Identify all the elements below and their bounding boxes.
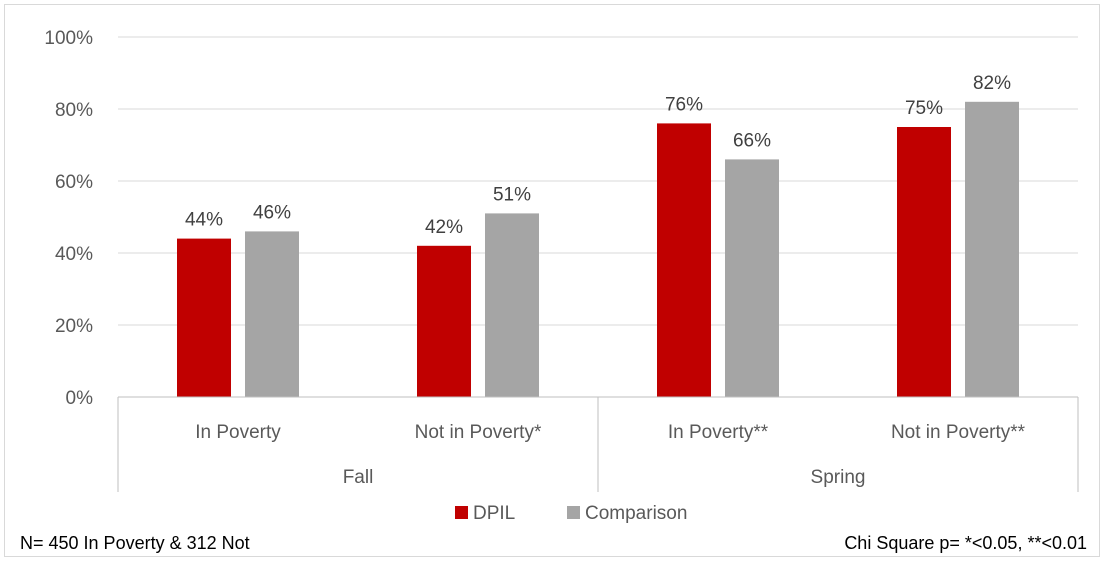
legend-label: DPIL — [473, 503, 515, 524]
data-label: 82% — [973, 73, 1011, 94]
bar-comparison-0 — [245, 231, 299, 397]
data-label: 44% — [185, 210, 223, 231]
y-tick-label: 40% — [55, 244, 93, 265]
category-label: Not in Poverty* — [415, 422, 542, 443]
bar-dpil-0 — [177, 238, 231, 397]
category-label: Not in Poverty** — [891, 422, 1026, 443]
data-label: 42% — [425, 217, 463, 238]
y-tick-label: 0% — [66, 388, 94, 409]
legend-swatch-comparison — [567, 506, 580, 519]
y-tick-label: 100% — [44, 28, 93, 49]
y-tick-label: 60% — [55, 172, 93, 193]
bar-dpil-1 — [417, 245, 471, 397]
data-label: 66% — [733, 130, 771, 151]
group-label: Fall — [343, 467, 374, 488]
data-label: 75% — [905, 98, 943, 119]
legend-swatch-dpil — [455, 506, 468, 519]
footnote-significance: Chi Square p= *<0.05, **<0.01 — [844, 533, 1087, 553]
bar-dpil-2 — [657, 123, 711, 398]
footnote-sample-size: N= 450 In Poverty & 312 Not — [20, 533, 250, 553]
data-label: 46% — [253, 202, 291, 223]
category-label: In Poverty** — [668, 422, 769, 443]
y-tick-label: 80% — [55, 100, 93, 121]
bar-comparison-1 — [485, 213, 539, 397]
bar-comparison-3 — [965, 101, 1019, 398]
data-label: 76% — [665, 94, 703, 115]
chart-frame — [4, 4, 1100, 557]
legend-label: Comparison — [585, 503, 687, 524]
bar-dpil-3 — [897, 127, 951, 397]
category-label: In Poverty — [195, 422, 281, 443]
y-tick-label: 20% — [55, 316, 93, 337]
group-label: Spring — [811, 467, 866, 488]
data-label: 51% — [493, 184, 531, 205]
bar-comparison-2 — [725, 159, 779, 397]
